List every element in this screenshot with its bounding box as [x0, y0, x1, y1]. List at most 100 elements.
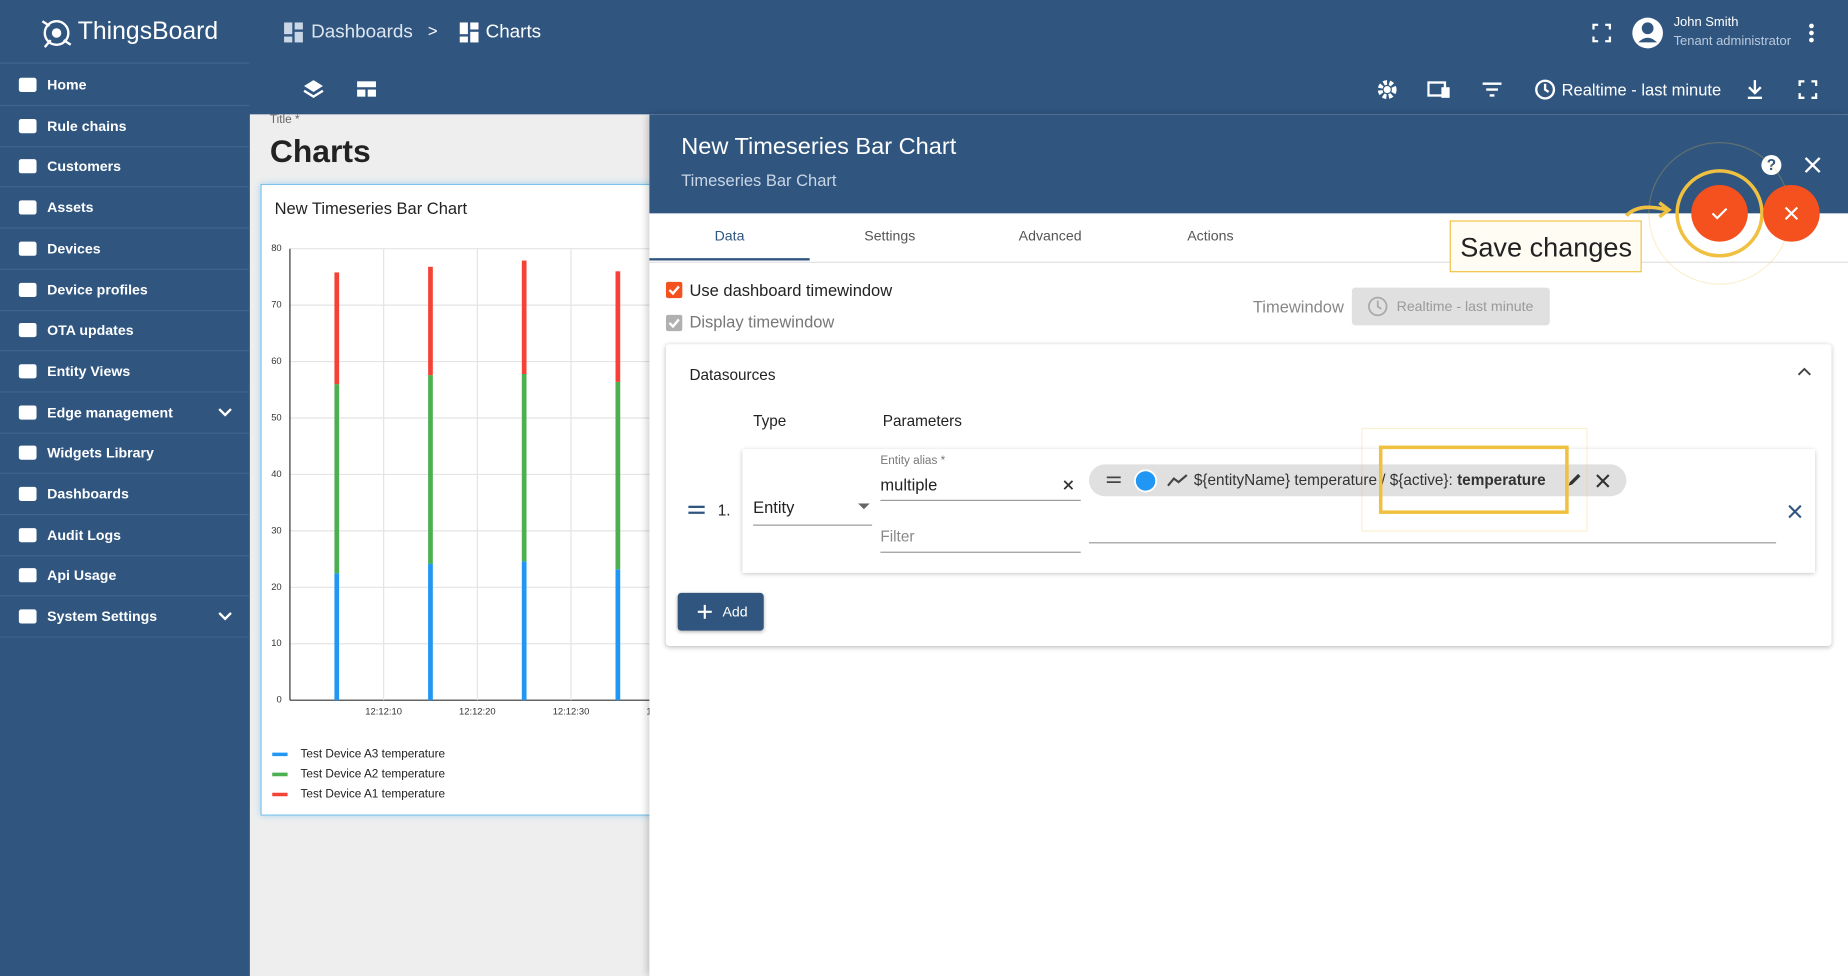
menu-item[interactable]: Assets	[0, 188, 250, 229]
timewindow-button: Realtime - last minute	[1351, 287, 1550, 326]
settings-button[interactable]	[1377, 79, 1398, 100]
filter-field[interactable]: Filter	[880, 527, 915, 546]
breadcrumb-separator: >	[427, 21, 438, 41]
menu-label: Devices	[47, 240, 101, 257]
clock-icon	[1535, 79, 1556, 100]
menu-item[interactable]: Device profiles	[0, 269, 250, 311]
chart: New Timeseries Bar Chart 0 10 20 30 40 50 60 70…	[271, 200, 663, 801]
color-dot[interactable]	[1134, 469, 1158, 493]
layout-button[interactable]	[356, 80, 377, 99]
tab[interactable]: Actions	[1187, 227, 1234, 244]
menu-icon	[18, 241, 37, 256]
logo-text: ThingsBoard	[77, 17, 219, 45]
menu-item[interactable]: Audit Logs	[0, 515, 250, 556]
filter-button[interactable]	[1481, 81, 1502, 98]
menu-icon	[18, 323, 37, 338]
menu-item[interactable]: Widgets Library	[0, 433, 250, 475]
timewindow[interactable]: Realtime - last minute	[1561, 80, 1722, 100]
bar	[334, 573, 340, 701]
menu-item[interactable]: OTA updates	[0, 310, 250, 352]
menu-label: System Settings	[47, 608, 158, 625]
highlight-box	[1378, 445, 1569, 514]
charts-icon	[459, 22, 479, 43]
tab[interactable]: Advanced	[1018, 227, 1082, 244]
tooltip: Save changes	[1449, 220, 1642, 273]
tabs: Data Settings Advanced Actions	[649, 213, 1848, 263]
remove-key-button[interactable]	[1596, 474, 1610, 488]
editor-title: New Timeseries Bar Chart	[681, 133, 957, 160]
data-key-chip[interactable]: ${entityName} temperature / ${active}: t…	[1088, 464, 1627, 497]
menu-icon	[18, 527, 37, 542]
menu-icon	[18, 159, 37, 174]
add-button[interactable]: Add	[677, 592, 764, 631]
more-menu[interactable]	[1807, 21, 1816, 45]
key-label: ${entityName} temperature / ${active}: t…	[1194, 471, 1546, 489]
remove-row-button[interactable]	[1788, 504, 1802, 519]
underline	[880, 551, 1081, 553]
menu-item[interactable]: Devices	[0, 228, 250, 270]
user-role: Tenant administrator	[1673, 34, 1792, 49]
entity-alias[interactable]: multiple	[880, 475, 938, 494]
menu-icon-shape	[18, 118, 37, 133]
bar	[334, 384, 340, 574]
close-button[interactable]	[1804, 157, 1821, 174]
menu-label: Api Usage	[47, 567, 117, 584]
timewindow-label: Timewindow	[1252, 297, 1344, 316]
expand-icon	[218, 407, 232, 417]
clear-button[interactable]	[1063, 480, 1074, 491]
title-label: Title *	[269, 113, 300, 127]
sidebar: ThingsBoard Home Rule chains Customers Asse…	[0, 0, 250, 976]
type-select[interactable]: Entity	[753, 497, 795, 517]
menu-item[interactable]: Rule chains	[0, 106, 250, 147]
y-tick-label: 30	[271, 524, 281, 535]
bar	[521, 260, 527, 374]
menu-item[interactable]: Api Usage	[0, 556, 250, 597]
bar	[615, 271, 621, 382]
tooltip-text: Save changes	[1460, 231, 1633, 263]
fullscreen-button[interactable]	[1798, 80, 1818, 100]
menu-label: Home	[47, 76, 87, 94]
menu-item[interactable]: Customers	[0, 147, 250, 188]
datasources-card: Datasources Type Parameters 1. Entity En…	[665, 344, 1832, 646]
collapse-button[interactable]	[1797, 367, 1811, 376]
bar	[521, 561, 527, 701]
menu-icon	[18, 77, 37, 92]
devices-button[interactable]	[1427, 80, 1451, 99]
menu-icon	[18, 364, 37, 379]
menu-icon	[18, 445, 37, 461]
legend-label: Test Device A2 temperature	[301, 768, 446, 781]
column-header: Parameters	[882, 411, 962, 430]
section-title: Datasources	[689, 365, 776, 384]
menu-icon-shape	[18, 364, 37, 379]
drag-handle[interactable]	[688, 505, 705, 515]
underline	[880, 499, 1081, 501]
download-button[interactable]	[1745, 79, 1764, 100]
clock-icon	[1368, 296, 1388, 317]
menu-icon	[18, 282, 37, 297]
legend-label: Test Device A1 temperature	[301, 788, 446, 801]
bar	[521, 373, 527, 562]
menu-item[interactable]: Entity Views	[0, 351, 250, 393]
menu-label: Entity Views	[47, 362, 131, 380]
edit-button[interactable]	[1566, 471, 1583, 488]
menu-item[interactable]: System Settings	[0, 597, 250, 638]
save-button[interactable]	[1691, 185, 1748, 242]
menu-icon-shape	[18, 323, 37, 338]
bar	[428, 266, 433, 376]
menu-item[interactable]: Dashboards	[0, 474, 250, 516]
tab[interactable]: Settings	[864, 227, 916, 244]
avatar[interactable]	[1631, 17, 1664, 50]
menu-item[interactable]: Home	[0, 65, 250, 107]
action-buttons	[1625, 142, 1820, 285]
top-bar	[0, 0, 1848, 115]
menu-item[interactable]: Edge management	[0, 392, 250, 434]
help-button[interactable]: ?	[1761, 154, 1782, 176]
fullscreen-icon[interactable]	[1592, 23, 1612, 43]
menu-label: Widgets Library	[47, 444, 154, 462]
checkbox-checked[interactable]	[665, 281, 683, 299]
breadcrumb[interactable]: Dashboards	[311, 22, 413, 43]
tab[interactable]: Data	[714, 227, 745, 244]
editor-panel: New Timeseries Bar Chart Timeseries Bar …	[649, 114, 1848, 976]
layers-button[interactable]	[303, 79, 324, 100]
